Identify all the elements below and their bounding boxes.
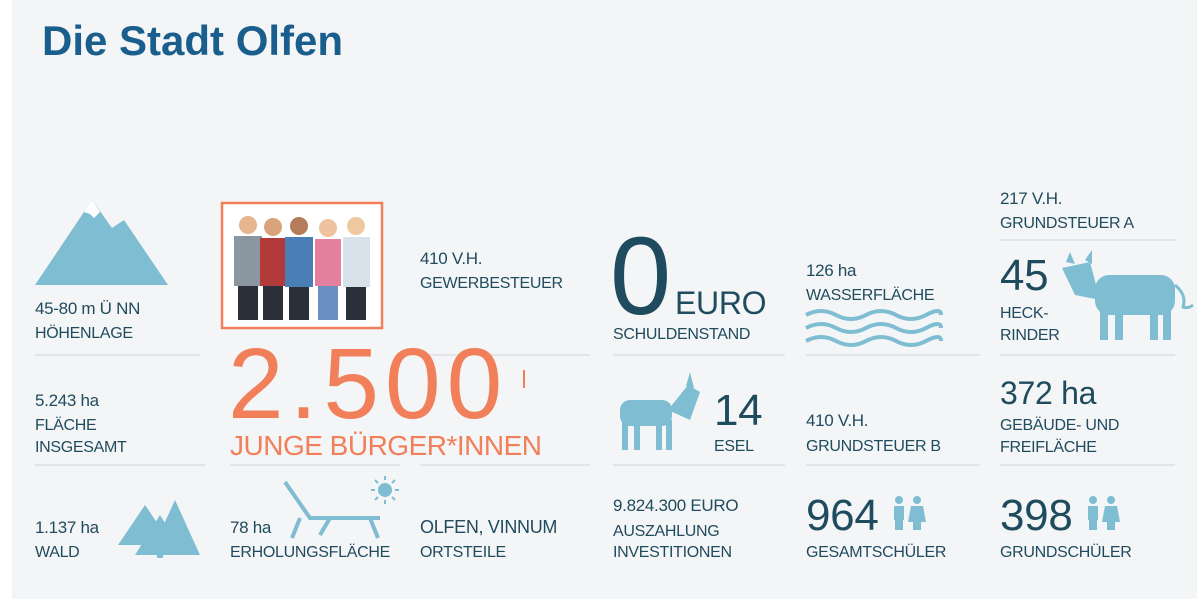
- people-image: [220, 201, 384, 330]
- cell-grundsteuer-a: 217 V.H. GRUNDSTEUER A: [1000, 189, 1135, 232]
- cell-buerger: 2.500 JUNGE BÜRGER*INNEN: [228, 328, 542, 461]
- value: 9.824.300 EURO: [613, 496, 738, 515]
- label: SCHULDENSTAND: [613, 326, 750, 343]
- label: JUNGE BÜRGER*INNEN: [230, 430, 541, 461]
- label: GRUNDSCHÜLER: [1000, 543, 1132, 561]
- value: 410 V.H.: [806, 411, 868, 430]
- label: GESAMTSCHÜLER: [806, 543, 946, 561]
- pupils-icon: [894, 496, 1120, 530]
- value: 217 V.H.: [1000, 189, 1062, 208]
- mountain-icon: [35, 200, 168, 285]
- cell-grundschueler: 398 GRUNDSCHÜLER: [1000, 491, 1132, 561]
- value: 0: [610, 215, 671, 338]
- value: 2.500: [228, 328, 508, 440]
- label: INSGESAMT: [35, 439, 127, 456]
- cell-gesamtschueler: 964 GESAMTSCHÜLER: [806, 491, 946, 561]
- value: 14: [714, 386, 762, 435]
- cow-icon: [1062, 250, 1194, 340]
- sun-icon: [371, 476, 399, 504]
- label: INVESTITIONEN: [613, 544, 732, 561]
- label: GRUNDSTEUER A: [1000, 215, 1135, 232]
- value: 45-80 m Ü NN: [35, 299, 140, 318]
- value: 126 ha: [806, 261, 857, 280]
- label: GEWERBESTEUER: [420, 275, 563, 292]
- label: GRUNDSTEUER B: [806, 438, 941, 455]
- value: 410 V.H.: [420, 249, 482, 268]
- label: WASSERFLÄCHE: [806, 286, 934, 304]
- cell-grundsteuer-b: 410 V.H. GRUNDSTEUER B: [806, 411, 941, 455]
- trees-icon: [118, 500, 200, 558]
- lounger-icon: [283, 480, 380, 539]
- value: 78 ha: [230, 518, 272, 537]
- label: ERHOLUNGSFLÄCHE: [230, 543, 390, 561]
- value: 398: [1000, 491, 1073, 540]
- cell-ortsteile: OLFEN, VINNUM ORTSTEILE: [420, 517, 557, 561]
- dividers: [35, 239, 1175, 466]
- value: 1.137 ha: [35, 518, 100, 537]
- label: AUSZAHLUNG: [613, 523, 719, 540]
- cell-investitionen: 9.824.300 EURO AUSZAHLUNG INVESTITIONEN: [613, 496, 739, 561]
- label: ORTSTEILE: [420, 544, 506, 561]
- cell-wasser: 126 ha WASSERFLÄCHE: [806, 261, 935, 304]
- label: FLÄCHE: [35, 416, 96, 434]
- cell-esel: 14 ESEL: [714, 386, 763, 455]
- label: HÖHENLAGE: [35, 324, 133, 342]
- cell-hoehenlage: 45-80 m Ü NN HÖHENLAGE: [35, 299, 140, 342]
- cell-wald: 1.137 ha WALD: [35, 518, 100, 561]
- cell-erholung: 78 ha ERHOLUNGSFLÄCHE: [230, 518, 390, 561]
- value: OLFEN, VINNUM: [420, 517, 557, 537]
- value: 5.243 ha: [35, 391, 100, 410]
- cell-flaeche: 5.243 ha FLÄCHE INSGESAMT: [35, 391, 127, 456]
- donkey-icon: [620, 372, 700, 450]
- label: RINDER: [1000, 327, 1060, 344]
- cell-gewerbe: 410 V.H. GEWERBESTEUER: [420, 249, 563, 292]
- value: 964: [806, 491, 879, 540]
- cell-gebaeude: 372 ha GEBÄUDE- UND FREIFLÄCHE: [1000, 375, 1119, 456]
- waves-icon: [805, 309, 943, 347]
- label: WALD: [35, 544, 79, 561]
- title: Die Stadt Olfen: [42, 17, 343, 64]
- value: 372 ha: [1000, 375, 1097, 411]
- label: FREIFLÄCHE: [1000, 438, 1097, 456]
- unit: EURO: [675, 285, 766, 321]
- value: 45: [1000, 251, 1048, 300]
- cell-rinder: 45 HECK- RINDER: [1000, 251, 1060, 344]
- label: ESEL: [714, 438, 754, 455]
- cell-schulden: 0 EURO SCHULDENSTAND: [610, 215, 767, 343]
- label: GEBÄUDE- UND: [1000, 416, 1119, 434]
- label: HECK-: [1000, 305, 1048, 322]
- edge: [0, 0, 12, 599]
